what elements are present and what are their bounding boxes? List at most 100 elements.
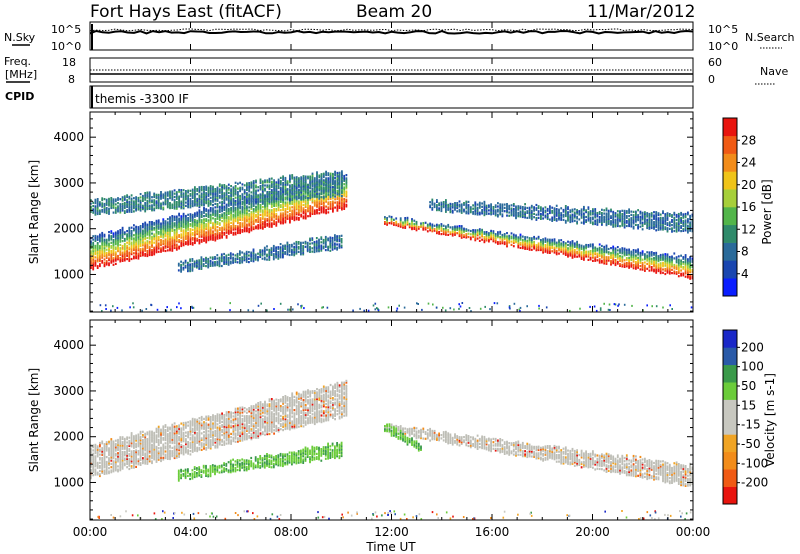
power-cell	[309, 187, 312, 190]
power-cell	[659, 268, 662, 271]
power-cell	[515, 208, 517, 211]
power-cell	[431, 201, 434, 205]
power-cell	[316, 184, 318, 187]
power-cell	[628, 261, 630, 264]
power-cell	[157, 198, 160, 201]
power-cell	[198, 232, 201, 235]
power-cell	[239, 231, 241, 235]
power-cell	[108, 245, 110, 248]
power-cell	[289, 208, 291, 211]
power-cell	[277, 200, 280, 203]
power-cell	[234, 206, 237, 209]
power-cell	[135, 240, 137, 243]
power-cell	[316, 190, 318, 193]
power-cell	[153, 228, 156, 231]
power-cell	[261, 212, 264, 215]
power-cell	[316, 192, 318, 195]
power-cell	[243, 228, 246, 231]
power-cell	[171, 192, 174, 195]
power-cell	[241, 230, 244, 233]
power-cell	[142, 247, 144, 250]
power-cell	[194, 218, 196, 222]
power-cell	[255, 194, 257, 197]
power-cell	[225, 254, 228, 257]
power-cell	[151, 232, 153, 235]
power-cell	[415, 220, 418, 224]
power-cell	[166, 218, 169, 221]
power-cell	[560, 245, 563, 248]
power-cell	[203, 194, 205, 197]
power-cell	[528, 206, 531, 209]
power-cell	[90, 266, 92, 269]
power-cell	[196, 189, 199, 192]
power-cell	[198, 261, 201, 264]
power-cell	[268, 248, 271, 251]
power-cell	[261, 198, 264, 201]
power-cell	[117, 235, 119, 238]
power-cell	[282, 249, 284, 252]
power-cell	[524, 236, 526, 239]
power-cell	[542, 212, 544, 215]
power-cell	[497, 205, 499, 208]
power-cell	[512, 211, 515, 214]
power-cell	[395, 224, 398, 227]
power-cell	[490, 236, 492, 239]
power-cell	[189, 239, 192, 242]
power-cell	[160, 195, 162, 199]
power-cell	[92, 211, 95, 214]
power-cell	[309, 208, 312, 211]
power-cell	[318, 197, 321, 200]
power-cell	[173, 232, 176, 235]
power-cell	[334, 245, 336, 248]
power-cell	[454, 230, 456, 233]
power-cell	[259, 218, 262, 221]
power-cell	[259, 194, 262, 198]
power-cell	[230, 218, 232, 221]
power-cell	[318, 181, 321, 184]
power-cell	[540, 245, 542, 248]
power-cell	[336, 207, 339, 210]
power-cell	[232, 231, 235, 234]
power-cell	[307, 215, 309, 218]
power-cell	[289, 219, 291, 222]
power-cell	[338, 235, 341, 238]
power-cell	[338, 205, 341, 208]
power-cell	[239, 228, 241, 231]
power-cell	[567, 216, 569, 219]
power-cell	[560, 248, 563, 252]
power-cell	[92, 238, 95, 241]
power-cell	[259, 225, 262, 228]
power-cell	[438, 226, 440, 229]
power-cell	[594, 213, 597, 216]
power-cell	[436, 232, 438, 235]
power-cell	[309, 213, 312, 216]
power-cell	[194, 199, 196, 202]
power-cell	[227, 183, 230, 186]
power-cell	[691, 259, 694, 262]
power-cell	[508, 238, 511, 241]
power-cell	[313, 199, 316, 202]
power-cell	[268, 253, 271, 256]
power-cell	[302, 176, 305, 179]
power-cell	[185, 214, 187, 218]
power-cell	[164, 194, 167, 198]
power-cell	[526, 239, 529, 242]
power-cell	[476, 234, 479, 237]
power-cell	[302, 253, 305, 256]
power-cell	[390, 222, 393, 225]
power-cell	[526, 210, 529, 213]
power-cell	[175, 223, 178, 226]
power-cell	[304, 200, 307, 204]
power-cell	[433, 205, 436, 209]
power-cell	[182, 200, 185, 203]
power-cell	[551, 219, 554, 222]
power-cell	[316, 197, 318, 200]
power-cell	[596, 249, 599, 252]
power-cell	[203, 229, 205, 232]
power-cell	[668, 264, 671, 267]
power-cell	[490, 231, 492, 234]
power-cell	[286, 202, 289, 206]
power-cell	[315, 243, 318, 246]
power-cell	[517, 206, 520, 210]
power-cell	[657, 255, 660, 258]
